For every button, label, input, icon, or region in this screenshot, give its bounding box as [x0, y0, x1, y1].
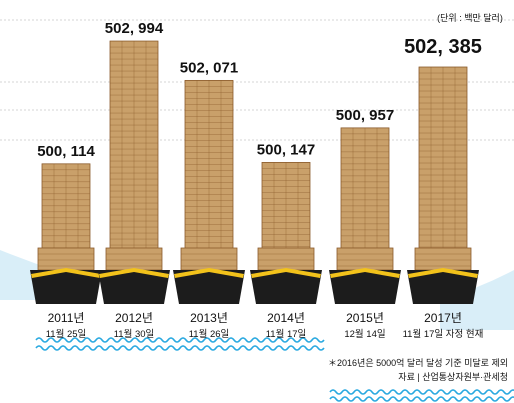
value-label-0: 500, 114	[37, 143, 95, 160]
bar-2	[173, 79, 245, 304]
bars	[30, 40, 479, 304]
wave-2	[35, 345, 325, 351]
source-note: 자료 | 산업통상자원부·관세청	[398, 372, 508, 382]
bar-3	[250, 162, 322, 304]
ship-stripe-1	[99, 268, 169, 278]
value-label-1: 502, 994	[105, 20, 164, 37]
value-label-2: 502, 071	[180, 59, 238, 76]
date-label-3: 11월 17일	[266, 328, 307, 340]
ship-hull-2	[173, 270, 245, 304]
year-label-5: 2017년	[424, 311, 462, 325]
year-label-2: 2013년	[190, 311, 228, 325]
year-label-0: 2011년	[48, 311, 85, 325]
ship-hull-1	[98, 270, 170, 304]
wave-4	[329, 396, 514, 402]
date-label-2: 11월 26일	[189, 328, 230, 340]
ship-hull-0	[30, 270, 102, 304]
year-label-4: 2015년	[346, 311, 384, 325]
bar-base-3	[257, 247, 315, 271]
labels: 500, 114 2011년 11월 25일 502, 994 2012년 11월 30일…	[37, 20, 483, 340]
bar-base-2	[180, 247, 238, 271]
wave-3	[329, 389, 514, 395]
ship-hull-4	[329, 270, 401, 304]
date-label-0: 11월 25일	[46, 328, 87, 340]
ship-stripe-0	[31, 268, 101, 278]
year-label-1: 2012년	[115, 311, 153, 325]
ship-hull-5	[407, 270, 479, 304]
date-label-4: 12월 14일	[344, 328, 385, 340]
footnote: ＊2016년은 5000억 달러 달성 기준 미달로 제외	[328, 357, 508, 368]
wave-1	[35, 337, 325, 343]
date-label-1: 11월 30일	[114, 328, 155, 340]
bar-base-1	[105, 247, 163, 271]
bar-base-0	[37, 247, 95, 271]
value-label-5: 502, 385	[404, 36, 482, 58]
ship-stripe-4	[330, 268, 400, 278]
date-label-5: 11월 17일 자정 현재	[403, 328, 484, 340]
ship-stripe-3	[251, 268, 321, 278]
bar-base-4	[336, 247, 394, 271]
bar-4	[329, 127, 401, 304]
bar-base-5	[414, 247, 472, 271]
ship-stripe-5	[408, 268, 478, 278]
year-label-3: 2014년	[267, 311, 305, 325]
water-right	[440, 270, 514, 330]
value-label-4: 500, 957	[336, 107, 394, 124]
ship-hull-3	[250, 270, 322, 304]
bar-1	[98, 40, 170, 304]
ship-stripe-2	[174, 268, 244, 278]
bar-5	[407, 66, 479, 304]
unit-note: (단위 : 백만 달러)	[437, 12, 503, 23]
value-label-3: 500, 147	[257, 141, 315, 158]
bar-0	[30, 163, 102, 304]
